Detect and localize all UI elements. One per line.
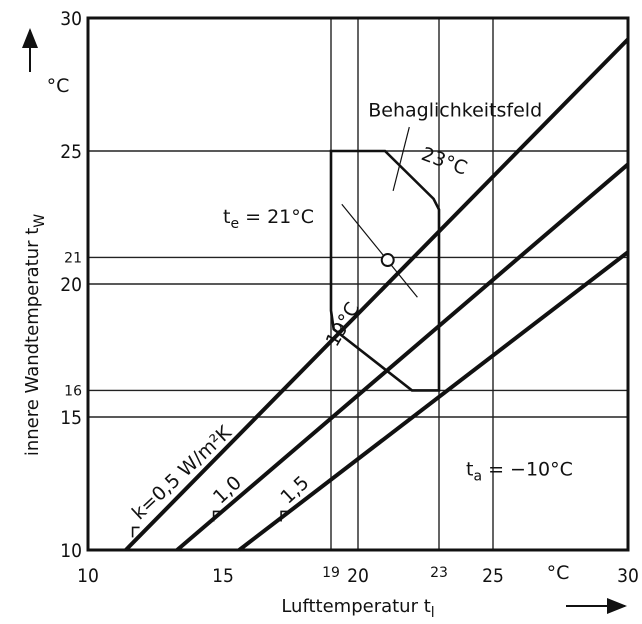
series-label-hook [131,526,140,538]
x-tick-label: 15 [212,565,234,587]
comfort-zone-leader [392,126,410,192]
y-axis-unit: °C [47,75,70,97]
y-axis-label: innere Wandtemperatur tW [22,214,48,456]
y-tick-label: 21 [64,250,82,266]
y-tick-label: 10 [60,540,82,562]
y-tick-label: 20 [60,274,82,296]
tick-labels: 10 15 19 20 23 25 30 10 15 16 20 21 25 30 [60,8,639,587]
series-label: 1,0 [209,472,246,509]
x-tick-label: 23 [430,565,448,581]
series-label-hook [212,510,221,522]
series-line [124,37,630,552]
plot-frame [86,16,630,552]
series-line [237,250,630,552]
operative-label: te = 21°C [223,206,314,232]
svg-text:innere Wandtemperatur tW: innere Wandtemperatur tW [22,214,48,456]
x-axis-label: Lufttemperatur tl [281,596,434,621]
operative-leader [341,203,418,298]
isotherm-label: 23°C [418,143,470,180]
series-label-hook [280,510,289,522]
x-tick-label: 25 [482,565,504,587]
x-tick-label: 10 [77,565,99,587]
operative-point [380,253,395,268]
y-tick-label: 15 [60,407,82,429]
y-tick-label: 25 [60,141,82,163]
x-tick-label: 30 [617,565,639,587]
comfort-zone [329,149,441,392]
y-tick-label: 16 [64,383,82,399]
y-tick-label: 30 [60,8,82,30]
series-label: 1,5 [276,472,313,509]
series-lines [124,37,630,552]
comfort-zone-label: Behaglichkeitsfeld [368,99,542,121]
x-tick-label: 19 [322,565,340,581]
x-axis-unit: °C [547,562,570,584]
x-tick-label: 20 [347,565,369,587]
comfort-zone-outline [329,149,441,392]
series-line [175,162,630,552]
outdoor-temperature-label: ta = −10°C [466,459,573,485]
series-label: k=0,5 W/m²K [128,421,236,524]
